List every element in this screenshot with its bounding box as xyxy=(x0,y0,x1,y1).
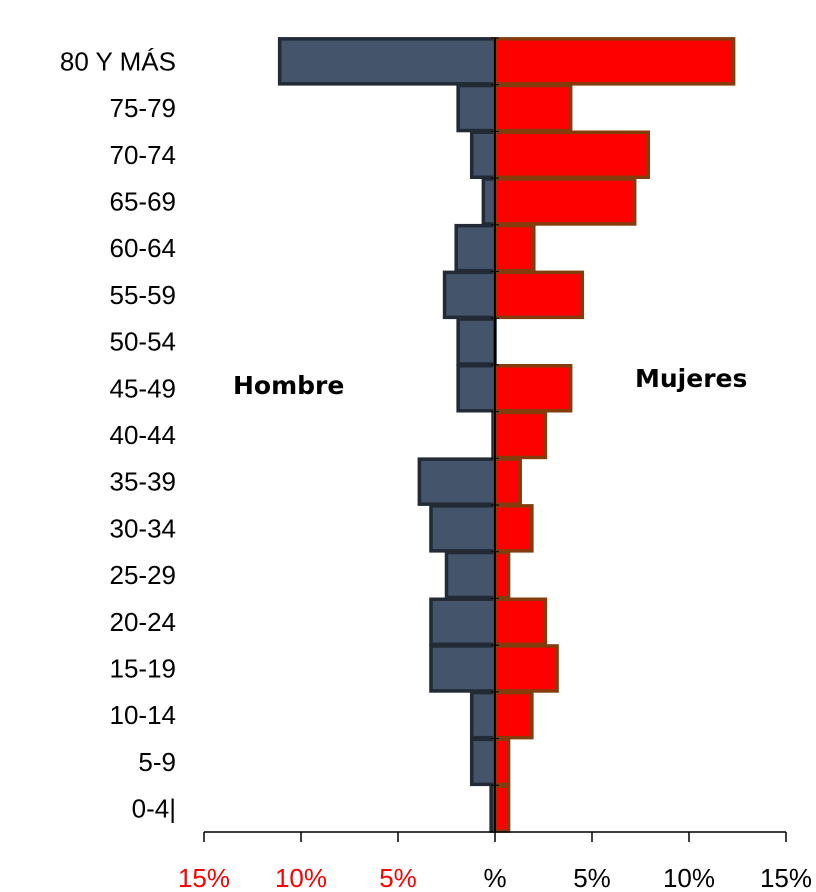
category-label: 45-49 xyxy=(110,373,177,403)
annotation-hombre: Hombre xyxy=(233,371,344,400)
bar-mujeres-1 xyxy=(493,83,573,133)
bar-hombre-15 xyxy=(469,737,497,787)
category-label: 20-24 xyxy=(110,607,177,637)
x-tick-label: % xyxy=(483,863,506,892)
category-label: 10-14 xyxy=(110,700,177,730)
category-label: 40-44 xyxy=(110,420,177,450)
x-tick-label: 5% xyxy=(573,863,611,892)
bar-mujeres-13 xyxy=(493,644,559,693)
bar-mujeres-7 xyxy=(493,364,573,413)
bar-hombre-2 xyxy=(469,130,497,179)
category-label: 50-54 xyxy=(110,327,177,357)
bar-mujeres-14 xyxy=(493,690,534,740)
category-label: 60-64 xyxy=(110,233,177,263)
annotation-mujeres: Mujeres xyxy=(635,364,747,393)
category-label: 65-69 xyxy=(110,186,177,216)
bar-mujeres-8 xyxy=(493,410,548,460)
category-labels: 80 Y MÁS 75-79 70-74 65-69 60-64 55-59 50-54 45… xyxy=(60,46,176,823)
bar-mujeres-3 xyxy=(493,177,637,226)
bar-hombre-13 xyxy=(429,644,497,693)
bar-hombre-5 xyxy=(442,270,497,320)
bar-hombre-10 xyxy=(429,504,497,553)
bar-mujeres-15 xyxy=(493,737,511,787)
bar-mujeres-16 xyxy=(493,784,511,833)
category-label: 0-4| xyxy=(132,794,176,824)
category-label: 30-34 xyxy=(110,513,177,543)
category-label: 55-59 xyxy=(110,280,177,310)
bar-hombre-11 xyxy=(444,550,497,600)
category-label: 25-29 xyxy=(110,560,177,590)
x-tick-label: 5% xyxy=(379,863,417,892)
bar-hombre-9 xyxy=(417,457,497,506)
bar-mujeres-10 xyxy=(493,504,534,553)
bar-hombre-1 xyxy=(456,83,497,133)
x-tick-label: 10% xyxy=(663,863,715,892)
category-label: 75-79 xyxy=(110,93,177,123)
x-axis-ticks: 15% 10% 5%% 5% 10% 15% xyxy=(178,37,812,892)
bar-mujeres-11 xyxy=(493,550,511,600)
bar-mujeres-4 xyxy=(493,223,536,273)
category-label: 80 Y MÁS xyxy=(60,46,176,76)
category-label: 70-74 xyxy=(110,140,177,170)
x-tick-label: 10% xyxy=(275,863,327,892)
x-tick-label: 15% xyxy=(178,863,230,892)
bar-hombre-6 xyxy=(456,317,497,366)
bar-hombre-7 xyxy=(456,364,497,413)
bar-mujeres-0 xyxy=(493,37,736,86)
category-label: 35-39 xyxy=(110,467,177,497)
bar-mujeres-9 xyxy=(493,457,522,506)
bar-mujeres-12 xyxy=(493,597,548,646)
bar-hombre-14 xyxy=(469,690,497,740)
bars-layer xyxy=(277,37,736,833)
x-tick-label: 15% xyxy=(760,863,812,892)
bar-mujeres-2 xyxy=(493,130,651,179)
category-label: 5-9 xyxy=(138,747,176,777)
bar-mujeres-5 xyxy=(493,270,585,320)
bar-hombre-4 xyxy=(454,223,497,273)
category-label: 15-19 xyxy=(110,653,177,683)
bar-hombre-12 xyxy=(429,597,497,646)
bar-hombre-0 xyxy=(277,37,497,86)
